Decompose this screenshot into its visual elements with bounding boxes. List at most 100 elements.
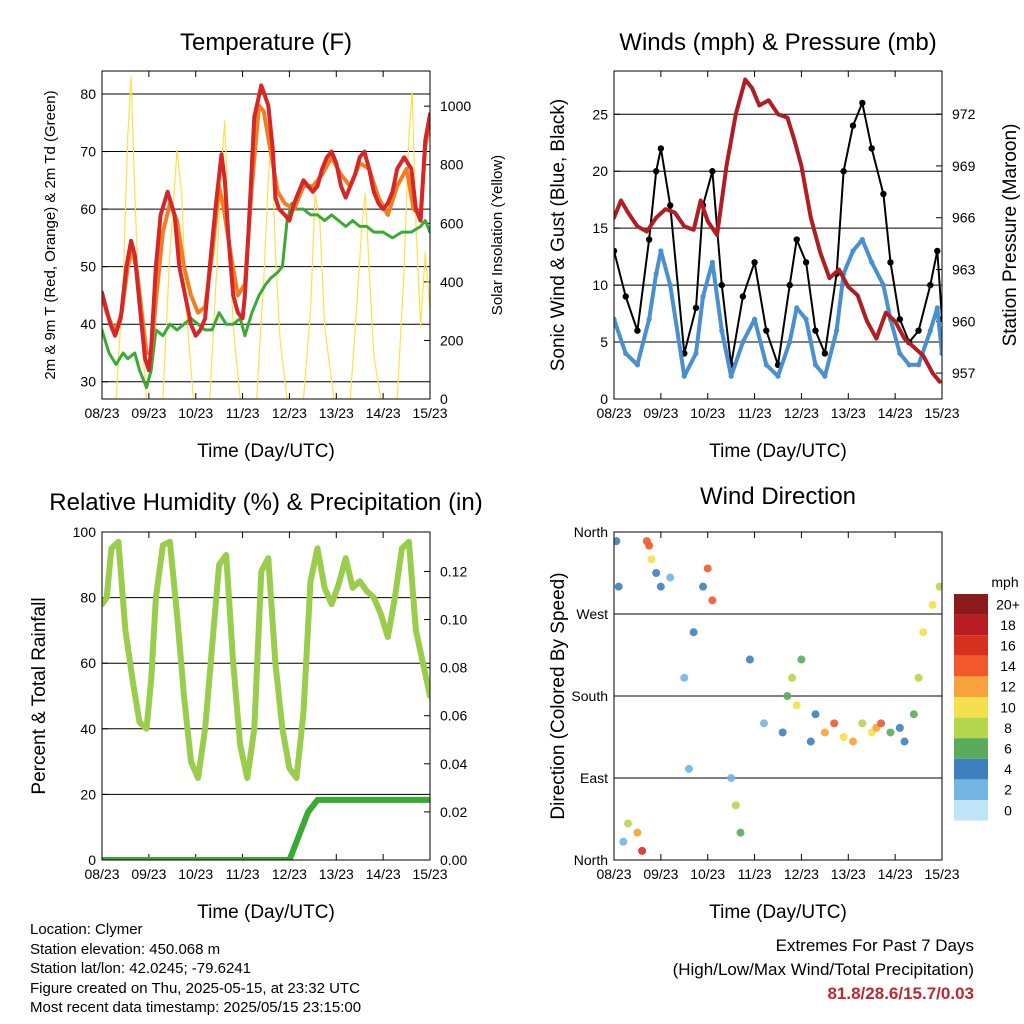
y2-tick-label: 0.04: [440, 756, 467, 772]
legend-label: 16: [1000, 638, 1016, 654]
direction-point: [645, 541, 654, 550]
x-tick-label: 11/23: [738, 405, 772, 421]
legend-label: 8: [1004, 720, 1012, 736]
legend-swatch: [954, 800, 988, 821]
y2-tick-label: 800: [440, 157, 464, 173]
direction-point: [689, 628, 698, 637]
legend-title: mph: [991, 574, 1018, 590]
direction-point: [935, 582, 942, 591]
x-tick-label: 11/23: [226, 405, 260, 421]
legend-swatch: [954, 635, 988, 656]
extremes-values: 81.8/28.6/15.7/0.03: [827, 984, 974, 1003]
y2-tick-label: 969: [952, 158, 976, 174]
x-tick-label: 14/23: [878, 866, 913, 882]
x-tick-label: 10/23: [690, 405, 725, 421]
direction-point: [708, 596, 717, 605]
extremes-subtitle: (High/Low/Max Wind/Total Precipitation): [672, 960, 974, 979]
y2-tick-label: 0.00: [440, 852, 467, 868]
y-tick-label: 0: [88, 852, 96, 868]
elevation-text: Station elevation: 450.068 m: [30, 940, 221, 958]
x-tick-label: 10/23: [690, 866, 725, 882]
direction-point: [797, 655, 806, 664]
y2-tick-label: 400: [440, 274, 464, 290]
direction-point: [895, 723, 904, 732]
direction-point: [647, 555, 656, 564]
x-tick-label: 09/23: [643, 866, 678, 882]
y-tick-label: 10: [592, 277, 608, 293]
x-tick-label: 12/23: [272, 866, 307, 882]
y2-tick-label: 0.10: [440, 612, 467, 628]
y-tick-label: 25: [592, 106, 608, 122]
y2-tick-label: 960: [952, 313, 976, 329]
x-tick-label: 08/23: [84, 405, 119, 421]
x-tick-label: 12/23: [784, 866, 819, 882]
legend-swatch: [954, 655, 988, 677]
y-tick-label: 80: [80, 86, 96, 102]
direction-point: [848, 737, 857, 746]
x-tick-label: 12/23: [784, 405, 819, 421]
x-tick-label: 09/23: [131, 866, 166, 882]
direction-point: [727, 774, 736, 782]
chart-title: Temperature (F): [180, 29, 352, 56]
direction-point: [699, 582, 708, 591]
direction-point: [614, 582, 623, 591]
y2-tick-label: 1000: [440, 98, 471, 114]
direction-point: [778, 728, 787, 737]
location-text: Location: Clymer: [30, 921, 143, 938]
y2-tick-label: 0.02: [440, 804, 467, 820]
direction-point: [652, 569, 661, 577]
direction-point: [624, 819, 633, 828]
direction-point: [783, 692, 792, 700]
chart-title: Relative Humidity (%) & Precipitation (i…: [49, 489, 482, 516]
legend-swatch: [954, 779, 988, 800]
legend-swatch: [954, 676, 988, 697]
legend-label: 6: [1004, 741, 1012, 757]
humidity-precip-chart: Relative Humidity (%) & Precipitation (i…: [29, 489, 483, 923]
y-tick-label: 40: [80, 721, 96, 737]
x-axis-label: Time (Day/UTC): [197, 902, 335, 923]
direction-point: [919, 628, 928, 637]
y2-tick-label: 0.12: [440, 563, 467, 579]
y2-axis-label: Solar Insolation (Yellow): [489, 155, 506, 315]
y2-tick-label: 200: [440, 332, 464, 348]
direction-point: [619, 837, 628, 846]
x-tick-label: 12/23: [272, 405, 307, 421]
direction-point: [877, 719, 886, 728]
x-tick-label: 13/23: [319, 866, 354, 882]
direction-point: [745, 655, 754, 664]
direction-point: [638, 846, 647, 855]
plot-area: [102, 76, 430, 399]
x-tick-label: 10/23: [178, 405, 213, 421]
x-axis-label: Time (Day/UTC): [709, 902, 847, 923]
legend-label: 2: [1004, 782, 1012, 798]
legend-label: 4: [1004, 761, 1012, 777]
legend-swatch: [954, 614, 988, 636]
y-axis-label: Direction (Colored By Speed): [548, 572, 569, 819]
plot-area: [102, 538, 430, 860]
speed-color-legend: mph 20+ 18 16 14 12 10 8 6 4 2 0: [954, 574, 1020, 821]
y2-tick-label: 972: [952, 106, 976, 122]
relative-humidity-line: [102, 538, 430, 781]
direction-point: [928, 600, 937, 609]
y-tick-label: North: [574, 852, 608, 868]
x-tick-label: 09/23: [643, 405, 678, 421]
x-tick-label: 13/23: [831, 866, 866, 882]
y2-tick-label: 963: [952, 262, 976, 278]
direction-point: [900, 737, 909, 746]
direction-point: [839, 733, 848, 741]
direction-point: [656, 582, 665, 591]
y2-tick-label: 957: [952, 365, 976, 381]
recent-timestamp-text: Most recent data timestamp: 2025/05/15 2…: [30, 999, 362, 1016]
x-tick-label: 14/23: [366, 405, 401, 421]
plot-frame: [101, 70, 431, 400]
legend-label: 12: [1000, 679, 1016, 695]
direction-point: [633, 828, 642, 837]
y2-tick-label: 0.06: [440, 708, 467, 724]
winds-pressure-chart: Winds (mph) & Pressure (mb) 0 5 10 15 20 25 957…: [548, 29, 1021, 462]
direction-point: [684, 764, 693, 773]
direction-point: [614, 537, 621, 546]
y-tick-label: South: [571, 688, 608, 704]
direction-point: [820, 728, 829, 737]
x-tick-label: 14/23: [878, 405, 913, 421]
